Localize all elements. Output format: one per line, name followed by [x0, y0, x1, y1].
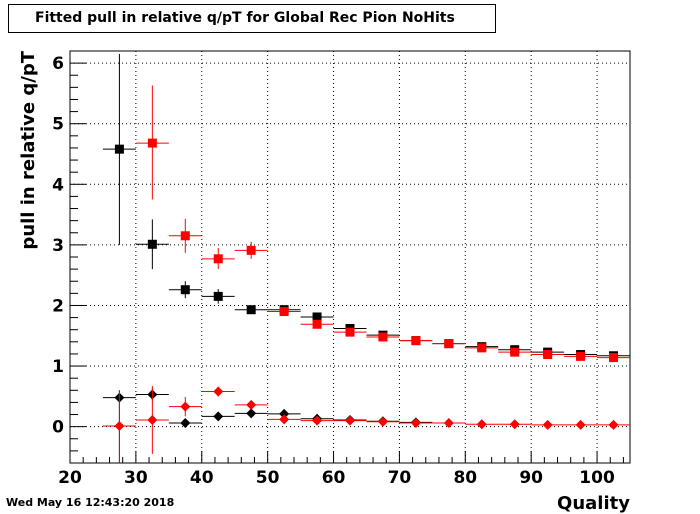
tick-layer: 20 30 40 50 60 70 80 90 100 0 1 2 3 4 5 6	[52, 50, 624, 488]
y-tick-label: 4	[52, 175, 64, 195]
data-point-diamond	[279, 414, 290, 425]
data-point-square	[147, 239, 157, 249]
data-point-diamond	[114, 421, 125, 432]
data-point-square	[411, 336, 421, 346]
data-point-diamond	[213, 411, 224, 422]
data-point-square	[609, 353, 619, 363]
data-point-square	[444, 339, 454, 349]
series-3	[102, 386, 630, 463]
x-axis-label: Quality	[557, 493, 630, 514]
x-tick-label: 80	[453, 468, 477, 488]
chart-title: Fitted pull in relative q/pT for Global …	[8, 4, 496, 33]
x-tick-label: 90	[519, 468, 543, 488]
data-point-square	[114, 144, 124, 154]
x-tick-label: 20	[58, 468, 82, 488]
data-point-diamond	[246, 408, 257, 419]
datestamp: Wed May 16 12:43:20 2018	[6, 496, 175, 509]
x-tick-label: 50	[256, 468, 280, 488]
data-point-square	[246, 305, 256, 315]
series-0	[102, 54, 630, 361]
data-point-diamond	[410, 418, 421, 429]
data-point-square	[180, 285, 190, 295]
data-point-diamond	[476, 419, 487, 430]
data-point-diamond	[509, 419, 520, 430]
series-1	[135, 85, 630, 363]
data-point-diamond	[575, 419, 586, 430]
data-point-diamond	[542, 419, 553, 430]
x-tick-label: 40	[190, 468, 214, 488]
data-point-square	[213, 254, 223, 264]
data-point-diamond	[443, 418, 454, 429]
data-point-square	[543, 350, 553, 360]
data-point-square	[378, 332, 388, 342]
data-point-square	[279, 307, 289, 317]
chart-title-text: Fitted pull in relative q/pT for Global …	[35, 10, 455, 26]
data-layer	[102, 54, 630, 463]
grid-layer	[70, 51, 630, 463]
data-point-square	[213, 291, 223, 301]
data-point-square	[312, 312, 322, 322]
y-tick-label: 5	[52, 115, 64, 135]
x-tick-label: 70	[388, 468, 412, 488]
x-tick-label: 30	[124, 468, 148, 488]
data-point-diamond	[345, 415, 355, 426]
data-point-diamond	[312, 415, 323, 426]
x-tick-label: 100	[579, 468, 615, 488]
data-point-diamond	[213, 386, 224, 397]
data-point-square	[477, 343, 487, 353]
data-point-square	[510, 347, 520, 357]
data-point-diamond	[180, 401, 191, 412]
data-point-square	[576, 351, 586, 361]
y-tick-label: 6	[52, 54, 64, 74]
data-point-square	[180, 231, 190, 241]
data-point-diamond	[377, 416, 388, 427]
y-tick-label: 1	[52, 357, 64, 377]
y-tick-label: 2	[52, 296, 64, 316]
data-point-square	[345, 327, 355, 337]
data-point-diamond	[279, 408, 290, 419]
data-point-diamond	[147, 414, 158, 425]
y-tick-label: 3	[52, 236, 64, 256]
data-point-diamond	[246, 399, 257, 410]
data-point-square	[312, 319, 322, 329]
data-point-diamond	[608, 419, 619, 430]
data-point-diamond	[180, 418, 191, 429]
y-tick-label: 0	[52, 418, 64, 438]
x-tick-label: 60	[322, 468, 346, 488]
plot-frame	[69, 50, 631, 464]
data-point-square	[246, 245, 256, 255]
y-axis-label: pull in relative q/pT	[18, 50, 39, 249]
data-point-square	[147, 138, 157, 148]
